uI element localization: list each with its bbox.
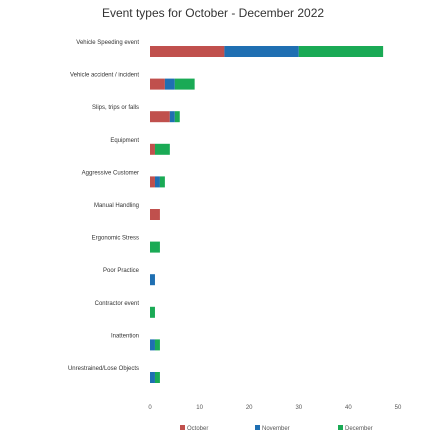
bar-segment (150, 209, 160, 220)
x-axis: 0 10 20 30 40 50 (148, 405, 402, 411)
bar-segment (150, 46, 225, 57)
bar-segment (150, 372, 155, 383)
bar-segment (154, 176, 160, 188)
legend-label: October (187, 426, 208, 432)
category-label: Slips, trips or falls (92, 105, 139, 111)
x-tick-label: 40 (345, 405, 352, 411)
bar-segment (150, 306, 155, 318)
legend-swatch (180, 425, 185, 430)
bar-segment (150, 78, 165, 90)
x-tick-label: 0 (148, 405, 152, 411)
bar-segment (154, 143, 170, 155)
bar-segment (224, 46, 299, 57)
bars (150, 46, 384, 383)
bar-segment (150, 111, 170, 123)
legend-swatch (255, 425, 260, 430)
legend-label: December (345, 426, 373, 432)
bar-segment (150, 241, 160, 253)
legend: October November December (180, 425, 373, 432)
category-label: Inattention (111, 333, 139, 339)
bar-segment (150, 274, 155, 286)
category-label: Equipment (110, 138, 139, 144)
category-label: Vehicle accident / incident (70, 73, 139, 79)
category-label: Unrestrained/Lose Objects (68, 366, 139, 372)
category-label: Aggressive Customer (82, 170, 139, 176)
x-tick-label: 30 (295, 405, 302, 411)
category-label: Poor Practice (103, 268, 140, 274)
category-label: Contractor event (95, 301, 140, 307)
legend-swatch (338, 425, 343, 430)
bar-segment (164, 78, 175, 90)
bar-segment (150, 143, 155, 155)
bar-segment (154, 339, 160, 351)
chart-title: Event types for October - December 2022 (102, 6, 324, 20)
bar-segment (169, 111, 175, 123)
bar-segment (174, 78, 195, 90)
category-label: Vehicle Speeding event (76, 40, 139, 46)
x-tick-label: 20 (246, 405, 253, 411)
x-tick-label: 50 (395, 405, 402, 411)
bar-segment (174, 111, 180, 123)
legend-label: November (262, 426, 290, 432)
bar-segment (159, 176, 165, 188)
category-labels: Vehicle Speeding event Vehicle accident /… (68, 40, 140, 372)
bar-segment (298, 46, 384, 57)
bar-segment (150, 176, 155, 188)
category-label: Ergonomic Stress (92, 236, 139, 242)
bar-segment (154, 372, 160, 383)
bar-segment (150, 339, 155, 351)
x-tick-label: 10 (196, 405, 203, 411)
category-label: Manual Handling (94, 203, 139, 209)
